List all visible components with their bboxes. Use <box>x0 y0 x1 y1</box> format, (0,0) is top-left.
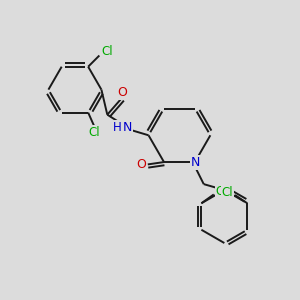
Text: N: N <box>122 122 132 134</box>
Text: O: O <box>118 86 128 99</box>
Text: H: H <box>112 122 122 134</box>
Text: Cl: Cl <box>88 126 100 139</box>
Text: Cl: Cl <box>221 186 233 199</box>
Text: Cl: Cl <box>216 185 227 198</box>
Text: Cl: Cl <box>101 46 112 59</box>
Text: N: N <box>191 156 200 169</box>
Text: O: O <box>136 158 146 171</box>
